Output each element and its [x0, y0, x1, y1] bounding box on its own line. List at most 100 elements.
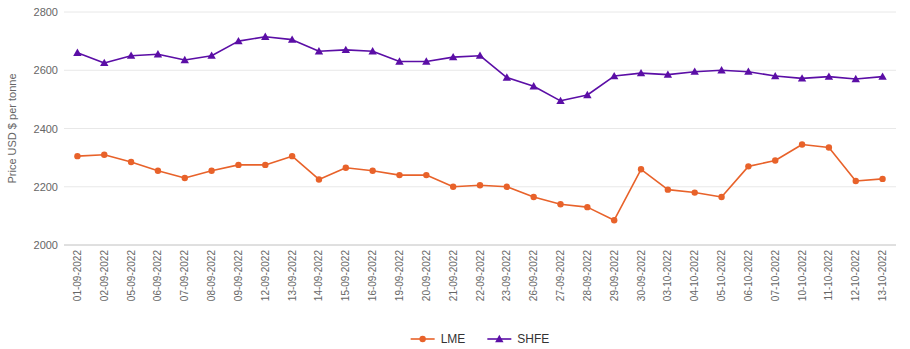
- legend-item: LME: [411, 332, 466, 346]
- x-tick-label: 14-09-2022: [313, 250, 324, 302]
- y-tick-label: 2600: [34, 64, 58, 76]
- point: [529, 82, 537, 89]
- x-tick-label: 08-09-2022: [206, 250, 217, 302]
- point: [717, 66, 725, 73]
- point: [181, 56, 189, 63]
- point: [718, 194, 724, 200]
- x-tick-label: 06-09-2022: [152, 250, 163, 302]
- x-tick-label: 06-10-2022: [743, 250, 754, 302]
- x-tick-label: 15-09-2022: [340, 250, 351, 302]
- point: [692, 189, 698, 195]
- x-tick-label: 12-10-2022: [850, 250, 861, 302]
- x-tick-label: 26-09-2022: [528, 250, 539, 302]
- point: [611, 217, 617, 223]
- x-tick-label: 07-09-2022: [179, 250, 190, 302]
- y-tick-label: 2200: [34, 181, 58, 193]
- point: [316, 176, 322, 182]
- point: [423, 172, 429, 178]
- point: [852, 75, 860, 82]
- legend-marker: [419, 336, 425, 342]
- point: [853, 178, 859, 184]
- point: [557, 201, 563, 207]
- point: [74, 153, 80, 159]
- point: [745, 163, 751, 169]
- point: [127, 51, 135, 58]
- x-tick-label: 20-09-2022: [421, 250, 432, 302]
- x-tick-label: 23-09-2022: [501, 250, 512, 302]
- y-tick-label: 2000: [34, 239, 58, 251]
- series-line: [77, 145, 882, 221]
- x-tick-label: 10-10-2022: [797, 250, 808, 302]
- point: [101, 152, 107, 158]
- series-line: [77, 37, 882, 101]
- x-tick-label: 22-09-2022: [475, 250, 486, 302]
- x-tick-label: 01-09-2022: [72, 250, 83, 302]
- point: [584, 204, 590, 210]
- y-tick-label: 2800: [34, 6, 58, 18]
- legend-marker: [495, 335, 503, 342]
- point: [826, 144, 832, 150]
- x-tick-label: 05-09-2022: [126, 250, 137, 302]
- grid-line: [64, 245, 896, 246]
- x-tick-label: 30-09-2022: [636, 250, 647, 302]
- point: [798, 74, 806, 81]
- point: [100, 59, 108, 66]
- point: [343, 165, 349, 171]
- x-tick-label: 28-09-2022: [582, 250, 593, 302]
- point: [772, 157, 778, 163]
- point: [395, 57, 403, 64]
- chart: 2000220024002600280001-09-202202-09-2022…: [0, 0, 910, 349]
- x-tick-label: 11-10-2022: [823, 250, 834, 301]
- point: [182, 175, 188, 181]
- point: [691, 68, 699, 75]
- point: [315, 47, 323, 54]
- point: [799, 141, 805, 147]
- point: [289, 153, 295, 159]
- point: [449, 53, 457, 60]
- point: [369, 168, 375, 174]
- x-tick-label: 13-09-2022: [287, 250, 298, 302]
- point: [154, 50, 162, 57]
- x-tick-label: 04-10-2022: [689, 250, 700, 302]
- x-tick-label: 02-09-2022: [99, 250, 110, 302]
- grid-line: [64, 128, 896, 129]
- x-tick-label: 27-09-2022: [555, 250, 566, 302]
- point: [396, 172, 402, 178]
- legend-label: SHFE: [517, 332, 549, 346]
- point: [288, 35, 296, 42]
- x-tick-label: 12-09-2022: [260, 250, 271, 302]
- point: [155, 168, 161, 174]
- point: [638, 166, 644, 172]
- point: [450, 184, 456, 190]
- point: [504, 184, 510, 190]
- axes: 2000220024002600280001-09-202202-09-2022…: [34, 6, 896, 301]
- point: [664, 70, 672, 77]
- x-tick-label: 13-10-2022: [877, 250, 888, 302]
- x-tick-label: 19-09-2022: [394, 250, 405, 302]
- grid-line: [64, 12, 896, 13]
- point: [879, 176, 885, 182]
- legend: LME SHFE: [411, 332, 550, 346]
- y-axis-label: Price USD $ per tonne: [6, 73, 18, 183]
- grid-line: [64, 70, 896, 71]
- point: [878, 72, 886, 79]
- point: [530, 194, 536, 200]
- x-tick-label: 29-09-2022: [609, 250, 620, 302]
- point: [503, 73, 511, 80]
- x-tick-label: 09-09-2022: [233, 250, 244, 302]
- point: [610, 72, 618, 79]
- legend-item: SHFE: [487, 332, 549, 346]
- x-tick-label: 16-09-2022: [367, 250, 378, 302]
- point: [73, 49, 81, 56]
- point: [208, 168, 214, 174]
- point: [128, 159, 134, 165]
- point: [825, 72, 833, 79]
- point: [477, 182, 483, 188]
- point: [342, 46, 350, 53]
- plot-area: [73, 33, 887, 224]
- x-axis-line: [64, 245, 896, 246]
- legend-label: LME: [441, 332, 466, 346]
- point: [637, 69, 645, 76]
- x-tick-label: 03-10-2022: [662, 250, 673, 302]
- point: [422, 57, 430, 64]
